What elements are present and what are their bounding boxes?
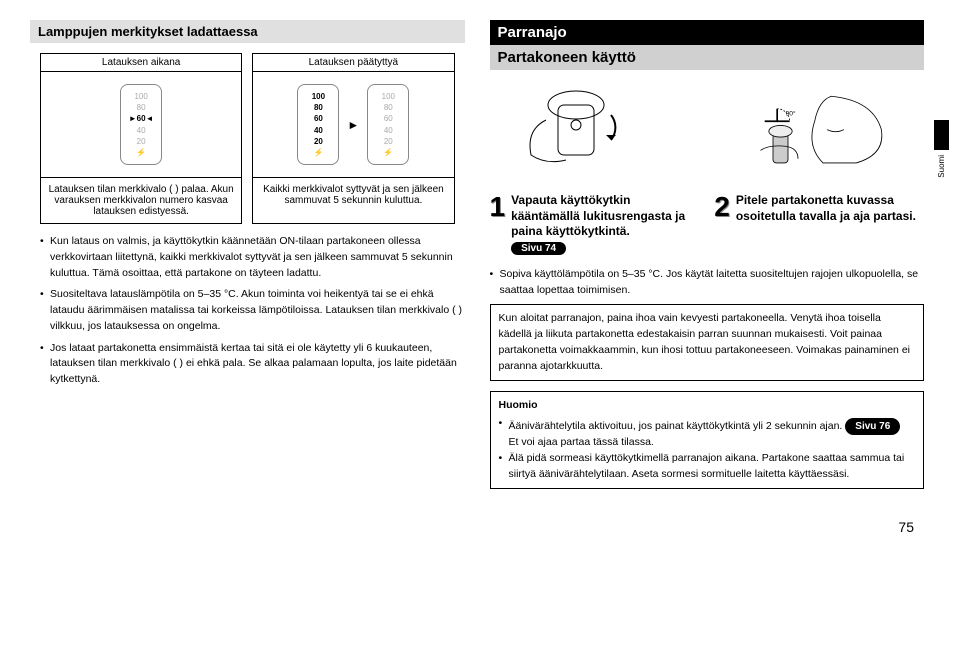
shaving-heading: Parranajo [490, 20, 925, 45]
charging-after-box: Latauksen päätyttyä 100 80 60 40 20 ⚡ ► … [252, 53, 454, 224]
step-1-text: Vapauta käyttökytkin kääntämällä lukitus… [511, 193, 699, 240]
level-40: 40 [370, 125, 406, 136]
language-tab-marker [934, 120, 949, 150]
step-2-number: 2 [714, 193, 730, 255]
notice-box: Huomio Äänivärähtelytila aktivoituu, jos… [490, 391, 925, 489]
level-60: ►60◄ [123, 113, 159, 124]
temperature-note-list: Sopiva käyttölämpötila on 5–35 °C. Jos k… [490, 267, 925, 299]
steps-row: 1 Vapauta käyttökytkin kääntämällä lukit… [490, 193, 925, 255]
step-1: 1 Vapauta käyttökytkin kääntämällä lukit… [490, 193, 700, 255]
charging-during-body: 100 80 ►60◄ 40 20 ⚡ [41, 72, 241, 177]
temperature-note: Sopiva käyttölämpötila on 5–35 °C. Jos k… [490, 267, 925, 299]
charging-after-header: Latauksen päätyttyä [253, 54, 453, 72]
notice-item-1: Äänivärähtelytila aktivoituu, jos painat… [499, 416, 916, 451]
level-100: 100 [123, 91, 159, 102]
charging-during-box: Latauksen aikana 100 80 ►60◄ 40 20 ⚡ Lat… [40, 53, 242, 224]
notice-item-1-pageref: Sivu 76 [845, 418, 900, 435]
charging-after-caption: Kaikki merkkivalot syttyvät ja sen jälke… [253, 177, 453, 212]
page-container: Suomi Lamppujen merkitykset ladattaessa … [30, 20, 924, 499]
step-2-text: Pitele partakonetta kuvassa osoitetulla … [736, 193, 924, 255]
plug-icon: ⚡ [300, 147, 336, 158]
charging-note-3: Jos lataat partakonetta ensimmäistä kert… [40, 341, 465, 388]
charging-after-body: 100 80 60 40 20 ⚡ ► 100 80 60 40 20 [253, 72, 453, 177]
shaver-use-heading: Partakoneen käyttö [490, 45, 925, 70]
level-20: 20 [123, 136, 159, 147]
plug-icon: ⚡ [370, 147, 406, 158]
indicator-after-full: 100 80 60 40 20 ⚡ [297, 84, 339, 165]
shaving-tip-box: Kun aloitat parranajon, paina ihoa vain … [490, 304, 925, 381]
level-20: 20 [370, 136, 406, 147]
illustration-unlock [516, 80, 666, 178]
level-100: 100 [370, 91, 406, 102]
page-number: 75 [30, 519, 924, 535]
indicator-during: 100 80 ►60◄ 40 20 ⚡ [120, 84, 162, 165]
charging-diagrams-row: Latauksen aikana 100 80 ►60◄ 40 20 ⚡ Lat… [40, 53, 455, 224]
notice-title: Huomio [499, 398, 916, 414]
level-40: 40 [123, 125, 159, 136]
illustration-shave: 90° [748, 80, 898, 178]
step-1-pageref: Sivu 74 [511, 242, 566, 255]
step-1-number: 1 [490, 193, 506, 255]
level-80: 80 [300, 102, 336, 113]
charging-notes-list: Kun lataus on valmis, ja käyttökytkin kä… [40, 234, 465, 388]
level-80: 80 [123, 102, 159, 113]
illustrations-row: 90° [490, 80, 925, 178]
level-40: 40 [300, 125, 336, 136]
notice-item-2: Älä pidä sormeasi käyttökytkimellä parra… [499, 451, 916, 483]
level-60: 60 [370, 113, 406, 124]
charging-lamps-heading: Lamppujen merkitykset ladattaessa [30, 20, 465, 43]
step-2: 2 Pitele partakonetta kuvassa osoitetull… [714, 193, 924, 255]
left-column: Lamppujen merkitykset ladattaessa Latauk… [30, 20, 465, 499]
level-100: 100 [300, 91, 336, 102]
notice-item-1-post: Et voi ajaa partaa tässä tilassa. [509, 436, 654, 448]
level-80: 80 [370, 102, 406, 113]
plug-icon: ⚡ [123, 147, 159, 158]
language-label: Suomi [937, 155, 946, 178]
notice-item-1-pre: Äänivärähtelytila aktivoituu, jos painat… [509, 420, 843, 432]
angle-text: 90° [785, 109, 795, 117]
right-column: Parranajo Partakoneen käyttö [490, 20, 925, 499]
charging-during-header: Latauksen aikana [41, 54, 241, 72]
level-60: 60 [300, 113, 336, 124]
transition-arrow-icon: ► [347, 118, 359, 132]
indicator-after-off: 100 80 60 40 20 ⚡ [367, 84, 409, 165]
charging-note-1: Kun lataus on valmis, ja käyttökytkin kä… [40, 234, 465, 281]
charging-during-caption: Latauksen tilan merkkivalo ( ) palaa. Ak… [41, 177, 241, 223]
notice-list: Äänivärähtelytila aktivoituu, jos painat… [499, 416, 916, 482]
charging-note-2: Suositeltava latauslämpötila on 5–35 °C.… [40, 287, 465, 334]
level-20: 20 [300, 136, 336, 147]
